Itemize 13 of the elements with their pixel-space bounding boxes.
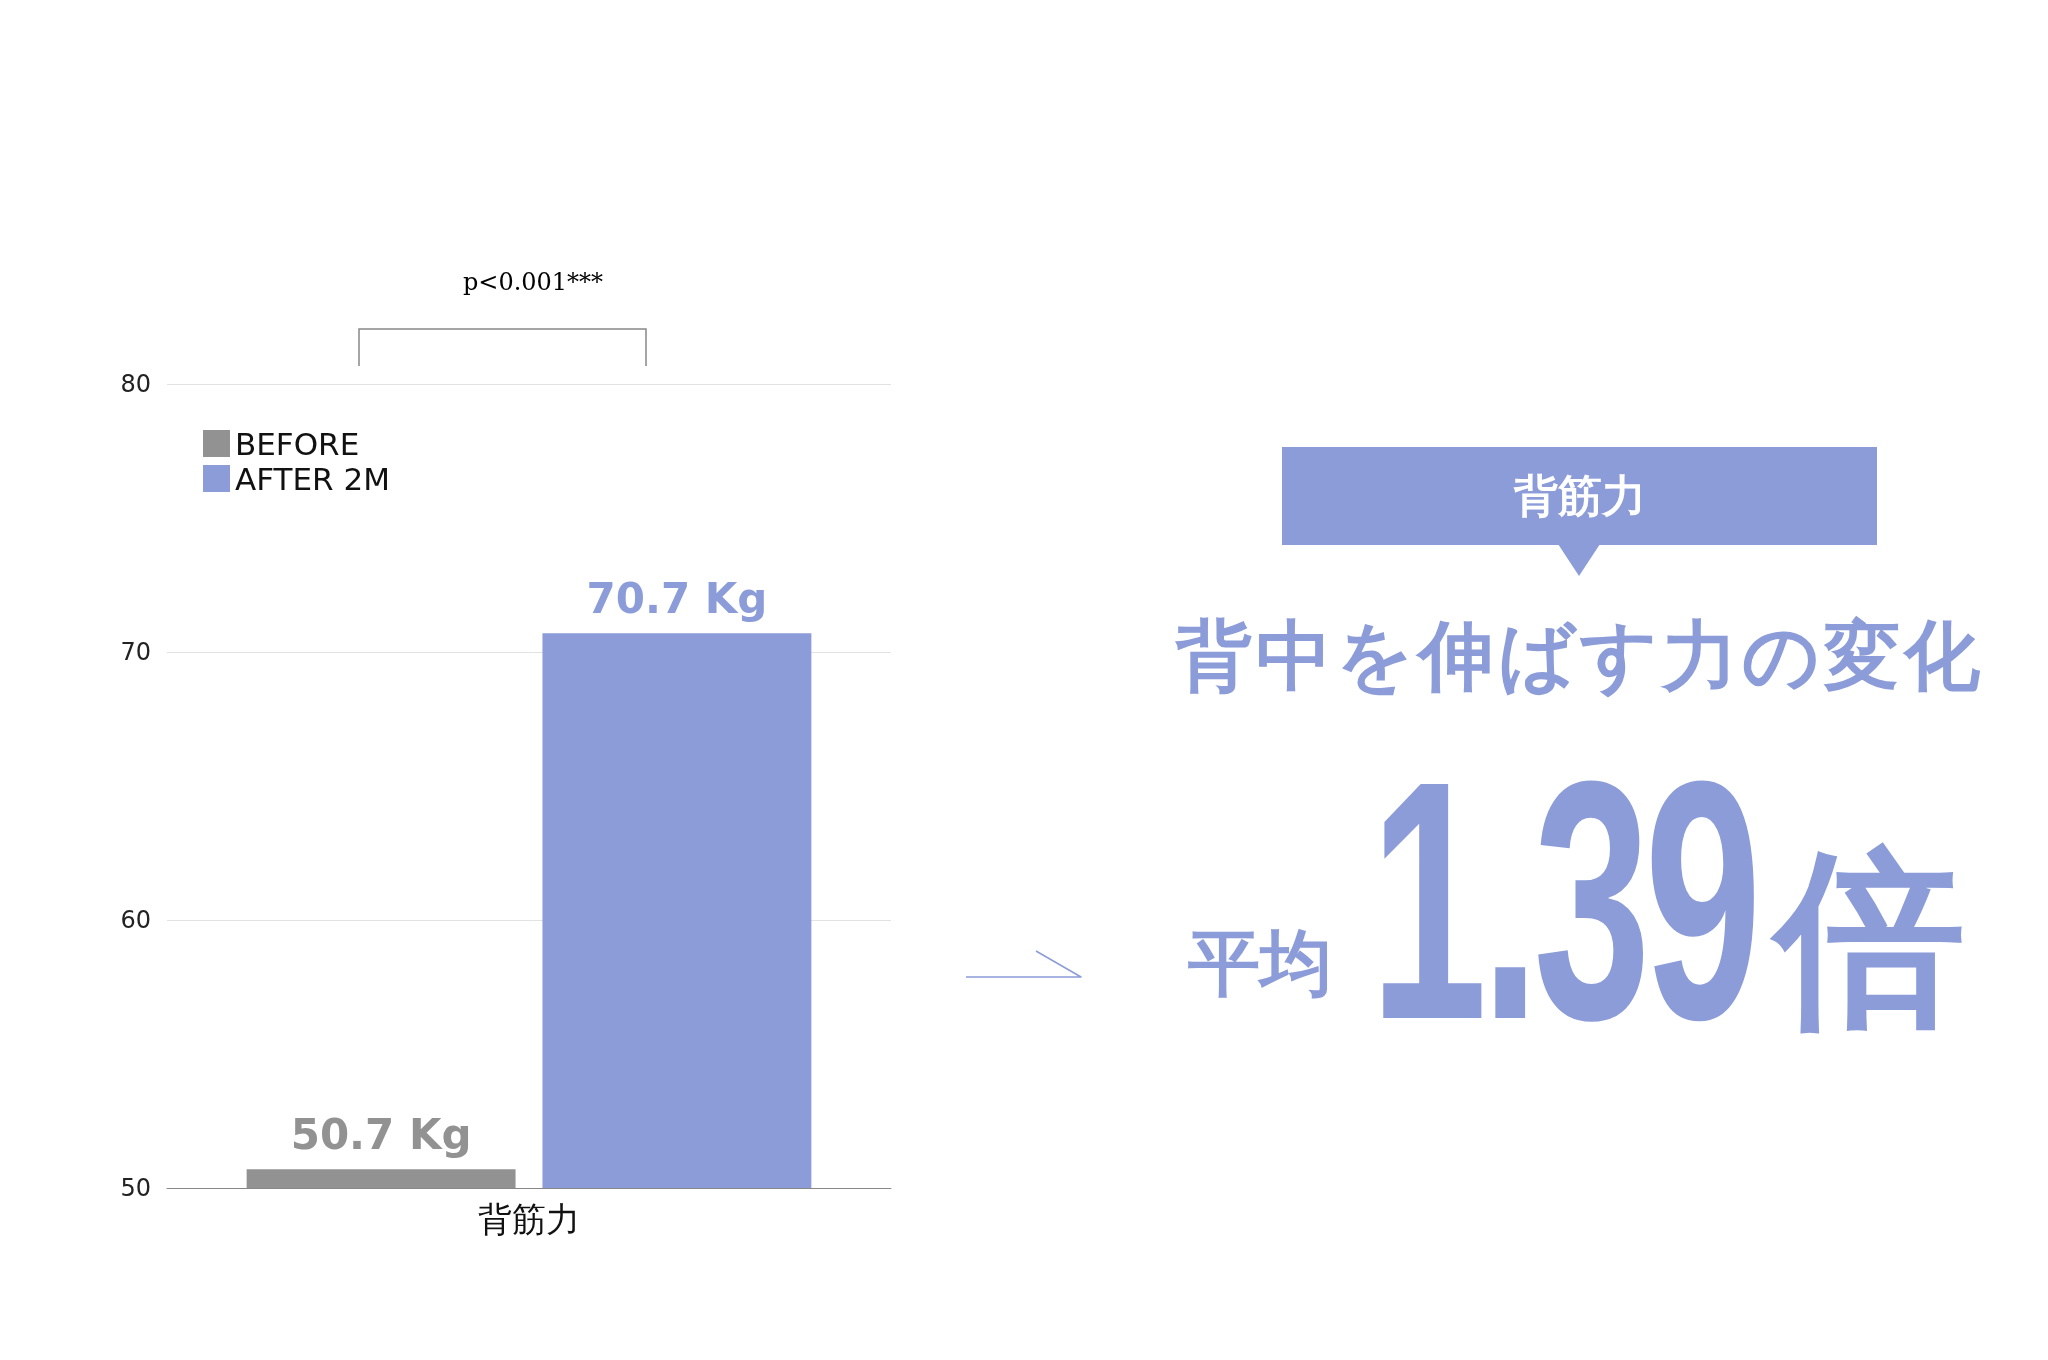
data-label: 50.7 Kg (290, 1109, 472, 1159)
text: 1.39 (1370, 710, 1756, 1090)
text: 背筋力 (1512, 470, 1647, 522)
text: 背中を伸ばす力の変化 (1174, 610, 1985, 702)
text: 平均 (1188, 920, 1332, 1006)
y-tick-label: 60 (120, 906, 151, 934)
legend-label: AFTER 2M (235, 460, 390, 497)
y-tick-label: 70 (120, 638, 151, 666)
y-tick-label: 80 (120, 370, 151, 398)
data-label: 70.7 Kg (586, 573, 768, 623)
text: p<0.001*** (461, 268, 605, 296)
y-tick-label: 50 (120, 1174, 151, 1202)
legend-label: BEFORE (235, 425, 360, 462)
